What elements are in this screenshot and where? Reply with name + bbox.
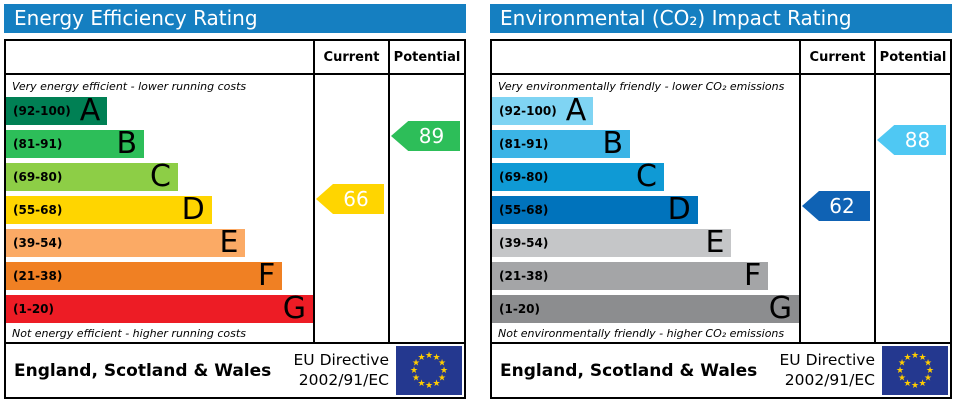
bottom-note: Not energy efficient - higher running co… bbox=[12, 327, 246, 340]
eu-directive-label: EU Directive 2002/91/EC bbox=[779, 351, 876, 389]
band-grade: G bbox=[282, 291, 306, 326]
band-grade: B bbox=[116, 126, 138, 161]
band-f: (21-38) F bbox=[6, 258, 283, 293]
band-c: (69-80) C bbox=[492, 159, 664, 194]
band-range: (39-54) bbox=[13, 236, 63, 250]
header-spacer-cell bbox=[6, 41, 313, 73]
table-header-row: Current Potential bbox=[492, 41, 950, 75]
column-header-potential: Potential bbox=[388, 41, 464, 73]
band-grade: E bbox=[705, 225, 725, 260]
band-grade: G bbox=[768, 291, 792, 326]
table-footer: England, Scotland & Wales EU Directive 2… bbox=[492, 342, 950, 397]
region-label: England, Scotland & Wales bbox=[14, 360, 272, 381]
table-header-row: Current Potential bbox=[6, 41, 464, 75]
eu-flag-icon: ★ ★ ★ ★ ★ ★ ★ ★ ★ ★ ★ ★ bbox=[396, 346, 462, 395]
bottom-note: Not environmentally friendly - higher CO… bbox=[498, 327, 785, 340]
band-range: (81-91) bbox=[13, 137, 63, 151]
top-note: Very environmentally friendly - lower CO… bbox=[498, 80, 785, 93]
panel-co2-impact: Environmental (CO₂) Impact Rating Curren… bbox=[490, 4, 952, 399]
current-column: 66 bbox=[313, 75, 388, 342]
band-range: (1-20) bbox=[13, 302, 54, 316]
band-c: (69-80) C bbox=[6, 159, 178, 194]
band-grade: A bbox=[565, 93, 587, 128]
band-range: (39-54) bbox=[499, 236, 549, 250]
band-grade: C bbox=[149, 159, 171, 194]
band-range: (69-80) bbox=[13, 170, 63, 184]
band-range: (81-91) bbox=[499, 137, 549, 151]
current-rating-arrow: 66 bbox=[316, 184, 384, 214]
band-grade: D bbox=[181, 192, 205, 227]
panel-title: Energy Efficiency Rating bbox=[14, 6, 258, 30]
band-grade: B bbox=[602, 126, 624, 161]
band-range: (1-20) bbox=[499, 302, 540, 316]
potential-rating-value: 88 bbox=[904, 128, 931, 152]
top-note: Very energy efficient - lower running co… bbox=[12, 80, 247, 93]
current-column: 62 bbox=[799, 75, 874, 342]
panel-energy-efficiency: Energy Efficiency Rating Current Potenti… bbox=[4, 4, 466, 399]
band-grade: F bbox=[744, 258, 762, 293]
rating-table: Current Potential Very energy efficient … bbox=[4, 39, 466, 399]
band-d: (55-68) D bbox=[6, 192, 212, 227]
band-d: (55-68) D bbox=[492, 192, 698, 227]
table-footer: England, Scotland & Wales EU Directive 2… bbox=[6, 342, 464, 397]
band-range: (92-100) bbox=[499, 104, 557, 118]
band-a: (92-100) A bbox=[6, 93, 108, 128]
band-range: (21-38) bbox=[13, 269, 63, 283]
potential-column: 88 bbox=[874, 75, 950, 342]
band-range: (92-100) bbox=[13, 104, 71, 118]
table-body: Very energy efficient - lower running co… bbox=[6, 75, 464, 342]
table-body: Very environmentally friendly - lower CO… bbox=[492, 75, 950, 342]
bands-column: Very energy efficient - lower running co… bbox=[6, 75, 313, 342]
band-g: (1-20) G bbox=[492, 291, 799, 326]
panel-title-bar: Environmental (CO₂) Impact Rating bbox=[490, 4, 952, 33]
band-range: (69-80) bbox=[499, 170, 549, 184]
current-rating-value: 62 bbox=[829, 194, 855, 218]
band-grade: C bbox=[635, 159, 657, 194]
potential-column: 89 bbox=[388, 75, 464, 342]
rating-table: Current Potential Very environmentally f… bbox=[490, 39, 952, 399]
band-b: (81-91) B bbox=[492, 126, 631, 161]
potential-rating-arrow: 88 bbox=[877, 125, 946, 155]
band-range: (55-68) bbox=[13, 203, 63, 217]
band-e: (39-54) E bbox=[492, 225, 732, 260]
header-spacer-cell bbox=[492, 41, 799, 73]
band-range: (21-38) bbox=[499, 269, 549, 283]
potential-rating-arrow: 89 bbox=[391, 121, 460, 151]
band-f: (21-38) F bbox=[492, 258, 769, 293]
bands-column: Very environmentally friendly - lower CO… bbox=[492, 75, 799, 342]
band-grade: E bbox=[219, 225, 239, 260]
band-grade: F bbox=[258, 258, 276, 293]
column-header-current: Current bbox=[313, 41, 388, 73]
band-grade: A bbox=[79, 93, 101, 128]
band-grade: D bbox=[667, 192, 691, 227]
column-header-current: Current bbox=[799, 41, 874, 73]
current-rating-arrow: 62 bbox=[802, 191, 870, 221]
current-rating-value: 66 bbox=[343, 187, 369, 211]
panel-title-bar: Energy Efficiency Rating bbox=[4, 4, 466, 33]
eu-directive-label: EU Directive 2002/91/EC bbox=[293, 351, 390, 389]
potential-rating-value: 89 bbox=[418, 124, 445, 148]
band-b: (81-91) B bbox=[6, 126, 145, 161]
band-a: (92-100) A bbox=[492, 93, 594, 128]
band-g: (1-20) G bbox=[6, 291, 313, 326]
band-range: (55-68) bbox=[499, 203, 549, 217]
region-label: England, Scotland & Wales bbox=[500, 360, 758, 381]
band-e: (39-54) E bbox=[6, 225, 246, 260]
panel-title: Environmental (CO₂) Impact Rating bbox=[500, 6, 852, 30]
column-header-potential: Potential bbox=[874, 41, 950, 73]
eu-flag-icon: ★ ★ ★ ★ ★ ★ ★ ★ ★ ★ ★ ★ bbox=[882, 346, 948, 395]
